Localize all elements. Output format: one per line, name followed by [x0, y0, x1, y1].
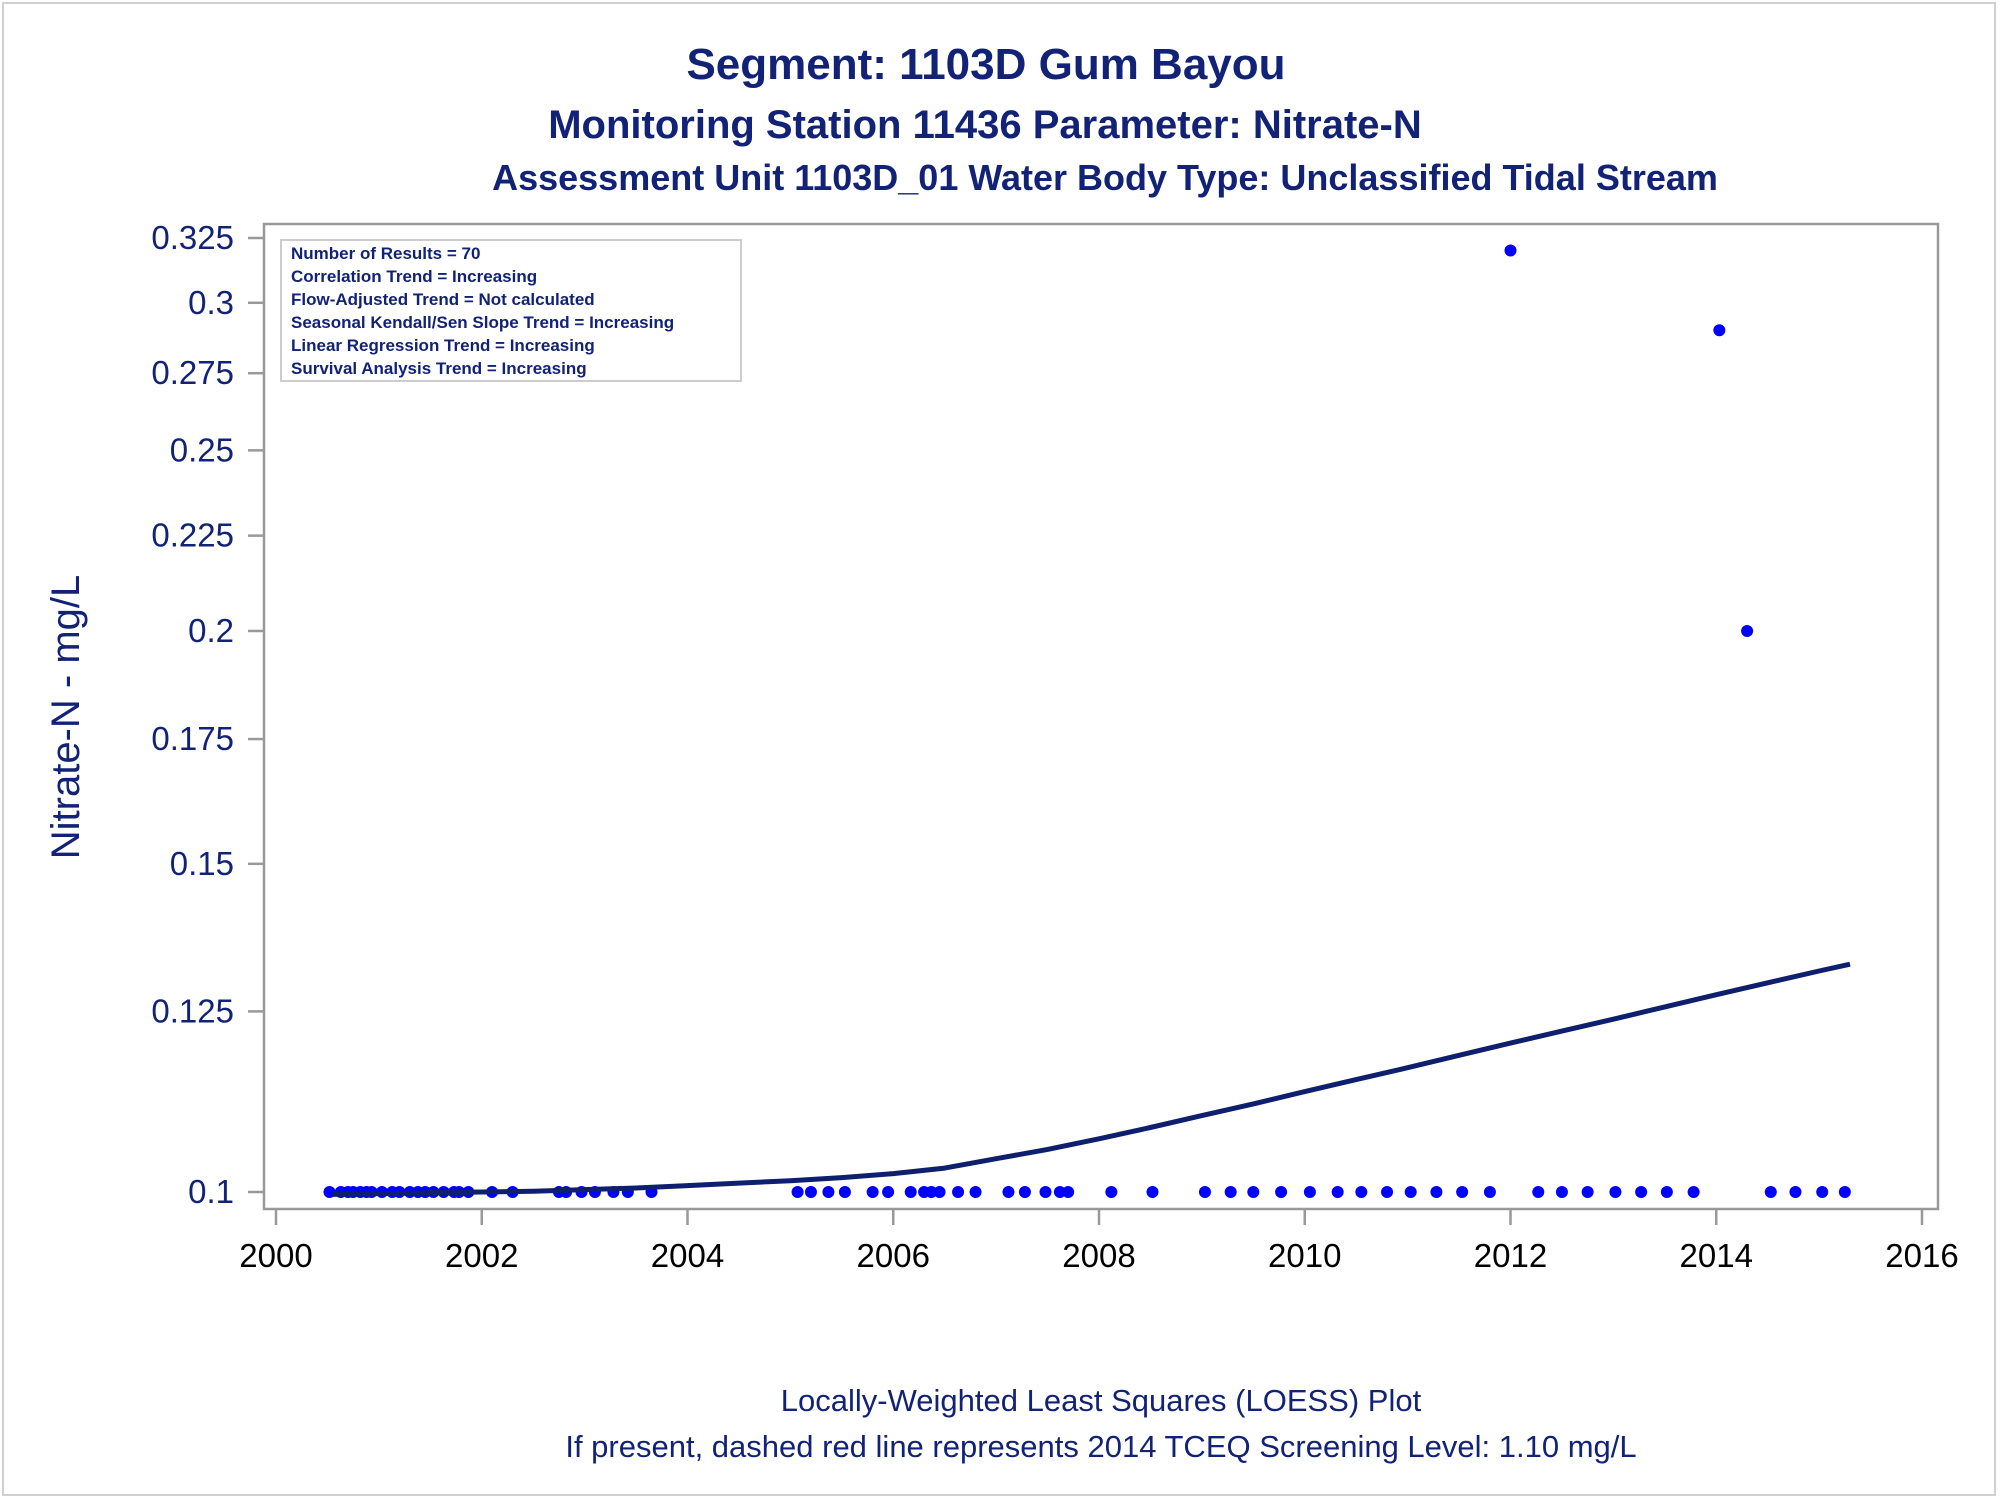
x-tick-label: 2008 — [1062, 1237, 1135, 1274]
y-axis-label: Nitrate-N - mg/L — [44, 575, 88, 860]
x-tick-label: 2014 — [1680, 1237, 1753, 1274]
data-point — [1609, 1186, 1622, 1198]
data-point — [1331, 1186, 1344, 1198]
x-tick-label: 2012 — [1474, 1237, 1547, 1274]
data-point — [1355, 1186, 1368, 1198]
annotation-survival-analysis-trend: Survival Analysis Trend = Increasing — [291, 359, 587, 378]
annotation-flow-adjusted-trend: Flow-Adjusted Trend = Not calculated — [291, 290, 595, 309]
chart-subtitle: Monitoring Station 11436 Parameter: Nitr… — [548, 103, 1422, 147]
data-point — [1555, 1186, 1568, 1198]
data-point — [1504, 244, 1517, 257]
data-point — [1816, 1186, 1829, 1198]
y-tick-label: 0.15 — [170, 845, 234, 882]
data-point — [822, 1186, 835, 1198]
annotation-box: Number of Results = 70 Correlation Trend… — [280, 239, 742, 382]
y-tick-label: 0.175 — [151, 720, 234, 757]
data-point — [1789, 1186, 1802, 1198]
x-tick-label: 2002 — [445, 1237, 518, 1274]
data-point — [904, 1186, 917, 1198]
data-point — [933, 1186, 946, 1198]
y-tick-label: 0.225 — [151, 517, 234, 554]
loess-line — [332, 961, 1851, 1197]
y-tick-label: 0.325 — [151, 219, 234, 256]
data-point — [1062, 1186, 1075, 1198]
data-point — [1660, 1186, 1673, 1198]
footnote-loess: Locally-Weighted Least Squares (LOESS) P… — [781, 1383, 1422, 1418]
data-point — [1039, 1186, 1052, 1198]
data-point — [952, 1186, 965, 1198]
y-tick-label: 0.25 — [170, 431, 234, 468]
data-point — [804, 1186, 817, 1198]
data-point — [1105, 1186, 1118, 1198]
annotation-box-border — [280, 239, 742, 382]
loess-series — [332, 961, 1851, 1197]
data-point — [1224, 1186, 1237, 1198]
chart-title: Segment: 1103D Gum Bayou — [686, 40, 1285, 89]
data-point — [925, 1186, 938, 1198]
data-point — [1741, 624, 1754, 637]
data-point — [1018, 1186, 1031, 1198]
data-point — [838, 1186, 851, 1198]
footnote-screening-level: If present, dashed red line represents 2… — [565, 1429, 1636, 1464]
x-tick-label: 2000 — [239, 1237, 312, 1274]
data-point — [323, 1186, 336, 1198]
data-point — [1303, 1186, 1316, 1198]
data-point — [1381, 1186, 1394, 1198]
x-tick-label: 2010 — [1268, 1237, 1341, 1274]
x-tick-label: 2006 — [857, 1237, 930, 1274]
x-tick-label: 2004 — [651, 1237, 724, 1274]
data-point — [882, 1186, 895, 1198]
data-point — [1532, 1186, 1545, 1198]
data-point — [1713, 324, 1726, 337]
data-point — [1687, 1186, 1700, 1198]
data-point — [1430, 1186, 1443, 1198]
data-point — [791, 1186, 804, 1198]
data-point — [1053, 1186, 1066, 1198]
scatter-series — [323, 244, 1851, 1198]
data-point — [866, 1186, 879, 1198]
y-tick-label: 0.125 — [151, 992, 234, 1029]
y-axis: 0.1 0.125 0.15 0.175 0.2 0.225 0.25 0.275 0.3 0.3… — [151, 219, 264, 1210]
x-tick-label: 2016 — [1885, 1237, 1958, 1274]
data-point — [969, 1186, 982, 1198]
data-point — [1002, 1186, 1015, 1198]
data-point — [1635, 1186, 1648, 1198]
annotation-seasonal-kendall-trend: Seasonal Kendall/Sen Slope Trend = Incre… — [291, 313, 674, 332]
data-point — [1275, 1186, 1288, 1198]
plot-area — [262, 222, 1940, 1211]
chart-subtitle-2: Assessment Unit 1103D_01 Water Body Type… — [492, 157, 1718, 198]
y-tick-label: 0.1 — [188, 1173, 234, 1210]
data-point — [1483, 1186, 1496, 1198]
y-tick-label: 0.2 — [188, 612, 234, 649]
annotation-number-of-results: Number of Results = 70 — [291, 244, 480, 263]
y-tick-label: 0.3 — [188, 284, 234, 321]
data-point — [1404, 1186, 1417, 1198]
y-tick-label: 0.275 — [151, 354, 234, 391]
data-point — [1838, 1186, 1851, 1198]
data-point — [1198, 1186, 1211, 1198]
data-point — [1581, 1186, 1594, 1198]
x-axis: 2000 2002 2004 2006 2008 2010 2012 2014 2016 — [239, 1209, 1959, 1274]
data-point — [1764, 1186, 1777, 1198]
data-point — [1146, 1186, 1159, 1198]
annotation-correlation-trend: Correlation Trend = Increasing — [291, 267, 537, 286]
annotation-linear-regression-trend: Linear Regression Trend = Increasing — [291, 336, 595, 355]
data-point — [1247, 1186, 1260, 1198]
data-point — [1456, 1186, 1469, 1198]
